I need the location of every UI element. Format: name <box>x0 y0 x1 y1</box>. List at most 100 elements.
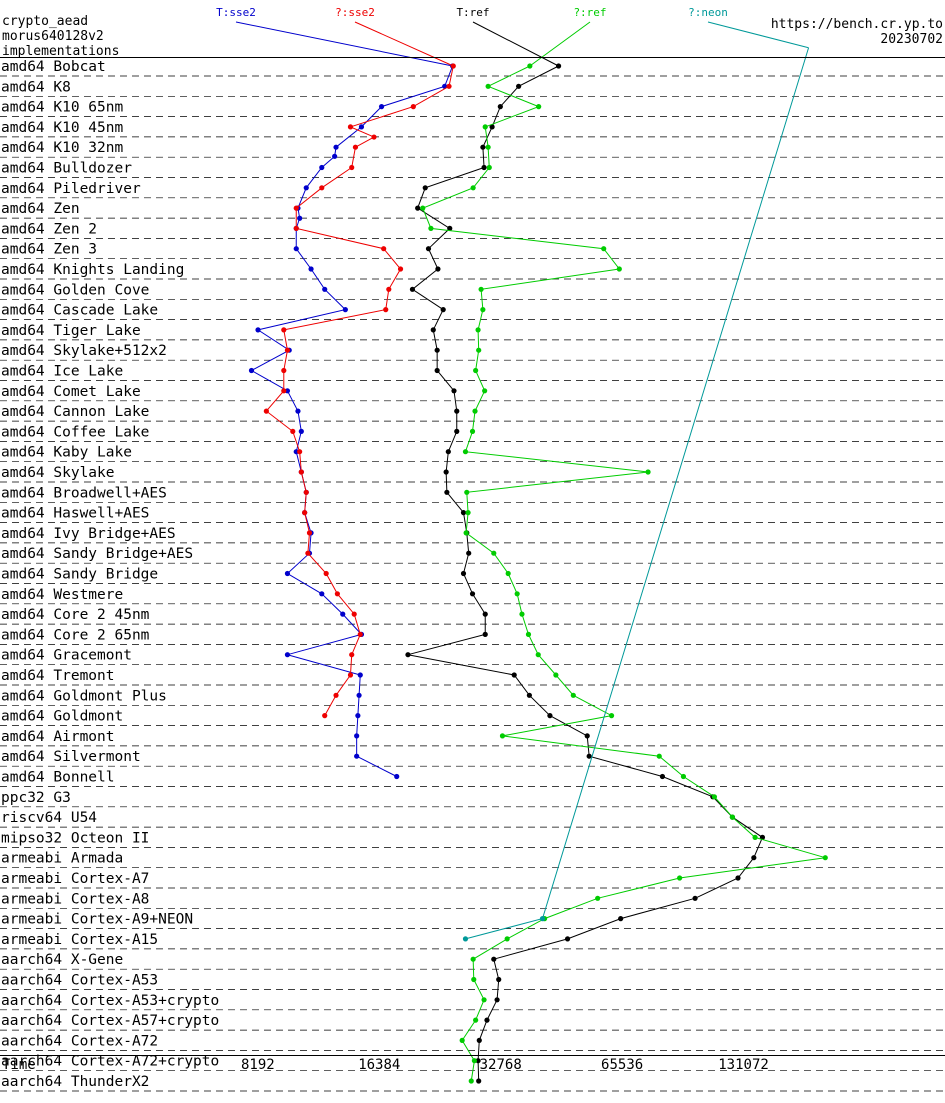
data-point <box>482 611 488 617</box>
data-point <box>333 692 339 698</box>
row-label: amd64 Bonnell <box>1 770 115 786</box>
data-point <box>281 367 287 374</box>
data-point <box>290 428 296 434</box>
series-label-leader <box>235 21 453 67</box>
data-point <box>752 834 758 841</box>
data-point <box>293 246 299 252</box>
data-point <box>409 286 416 292</box>
row-label: amd64 Core 2 65nm <box>1 627 150 643</box>
data-point <box>480 144 486 150</box>
series-label: T:sse2 <box>216 6 256 19</box>
header-line-3: implementations <box>2 44 119 59</box>
data-point <box>547 713 553 719</box>
data-point <box>306 530 313 536</box>
data-point <box>302 509 308 516</box>
row-label: amd64 Skylake <box>1 465 115 481</box>
data-point <box>454 408 460 414</box>
data-point <box>383 307 389 313</box>
data-point <box>371 134 377 140</box>
row-label: amd64 Comet Lake <box>1 384 141 400</box>
data-point <box>347 124 354 130</box>
data-point <box>608 713 615 719</box>
data-point <box>356 692 362 698</box>
data-point <box>319 164 325 171</box>
data-point <box>305 550 311 556</box>
data-point <box>297 215 303 221</box>
data-point <box>440 307 446 313</box>
data-point <box>469 428 476 434</box>
row-label: amd64 Haswell+AES <box>1 506 149 522</box>
row-label: amd64 Bobcat <box>1 59 106 75</box>
row-label: aarch64 Cortex-A72+crypto <box>1 1054 219 1070</box>
row-separators <box>0 75 945 1092</box>
data-point <box>482 124 488 130</box>
data-point <box>496 976 502 983</box>
data-point <box>284 570 291 577</box>
data-point <box>281 388 287 394</box>
data-point <box>475 327 481 333</box>
data-point <box>466 550 472 556</box>
row-label: amd64 K10 32nm <box>1 140 123 156</box>
data-point <box>482 631 488 638</box>
data-point <box>505 570 511 577</box>
data-point <box>729 814 736 820</box>
data-point <box>469 591 476 597</box>
data-point <box>340 611 346 617</box>
series-label-leader <box>472 21 559 67</box>
data-point <box>470 185 476 191</box>
data-point <box>354 753 360 759</box>
row-label: amd64 Goldmont Plus <box>1 688 167 704</box>
row-label: armeabi Cortex-A8 <box>1 891 149 907</box>
data-point <box>381 246 387 252</box>
data-point <box>293 225 299 231</box>
data-point <box>536 104 542 110</box>
data-point <box>349 652 355 658</box>
row-label: amd64 Skylake+512x2 <box>1 343 167 359</box>
data-point <box>476 1078 482 1084</box>
data-point <box>535 652 541 658</box>
row-label: amd64 K10 65nm <box>1 100 123 116</box>
data-point <box>357 631 363 638</box>
x-tick-label: 32768 <box>480 1057 522 1073</box>
series-label-leader <box>354 21 454 67</box>
row-label: amd64 Kaby Lake <box>1 445 132 461</box>
data-point <box>601 246 607 252</box>
data-point <box>333 144 339 150</box>
x-axis: Time 8192 16384 32768 65536 131072 <box>2 1057 769 1073</box>
data-point <box>659 773 666 780</box>
header-line-1: crypto_aead <box>2 14 88 29</box>
row-label: amd64 K10 45nm <box>1 120 123 136</box>
data-point <box>476 1037 482 1043</box>
row-label: amd64 Airmont <box>1 729 115 745</box>
row-label: mipso32 Octeon II <box>1 830 149 846</box>
row-label: armeabi Armada <box>1 851 123 867</box>
data-point <box>425 246 432 252</box>
data-point <box>680 773 687 780</box>
data-point <box>645 469 651 475</box>
source-date: 20230702 <box>880 32 943 47</box>
x-axis-label: Time <box>2 1057 36 1073</box>
row-label: amd64 Zen <box>1 201 80 217</box>
x-tick-label: 131072 <box>718 1057 769 1073</box>
data-point <box>473 1017 479 1023</box>
row-label: aarch64 Cortex-A53 <box>1 973 158 989</box>
data-point <box>489 124 495 130</box>
data-point <box>486 164 492 171</box>
data-point <box>491 550 497 556</box>
data-point <box>462 936 469 942</box>
row-label: amd64 Cannon Lake <box>1 404 149 420</box>
data-point <box>584 733 590 739</box>
data-point <box>446 83 452 89</box>
data-point <box>692 895 698 901</box>
data-point <box>472 408 478 414</box>
series-label: ?:neon <box>688 6 728 19</box>
data-point <box>293 205 299 211</box>
x-tick-label: 8192 <box>241 1057 275 1073</box>
data-point <box>352 144 359 150</box>
data-point <box>284 652 291 658</box>
row-label: amd64 Tiger Lake <box>1 323 141 339</box>
data-point <box>478 286 484 292</box>
data-point <box>397 266 404 272</box>
row-label: armeabi Cortex-A7 <box>1 871 149 887</box>
